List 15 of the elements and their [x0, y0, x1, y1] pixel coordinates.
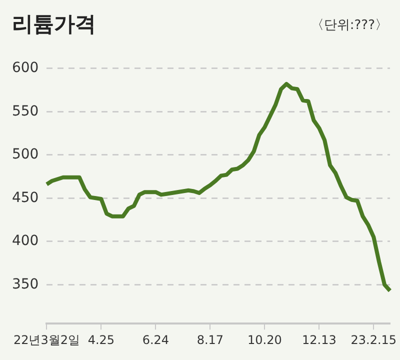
x-tick-label: 22년3월2일 [13, 332, 80, 347]
chart-title: 리튬가격 [12, 11, 96, 38]
x-tick-label: 6.24 [142, 332, 170, 347]
chart-subtitle: 〈단위:???〉 [310, 17, 388, 34]
x-tick-label: 12.13 [302, 332, 336, 347]
x-tick-label: 8.17 [196, 332, 224, 347]
y-tick-label: 550 [12, 103, 39, 120]
x-tick-label: 23.2.15 [350, 332, 397, 347]
x-tick-label: 4.25 [88, 332, 115, 347]
x-tick-label: 10.20 [247, 332, 282, 347]
y-tick-label: 600 [12, 60, 39, 76]
y-tick-label: 350 [12, 276, 39, 292]
y-tick-label: 450 [12, 190, 39, 206]
y-tick-label: 400 [12, 233, 39, 250]
y-tick-label: 500 [12, 146, 39, 163]
